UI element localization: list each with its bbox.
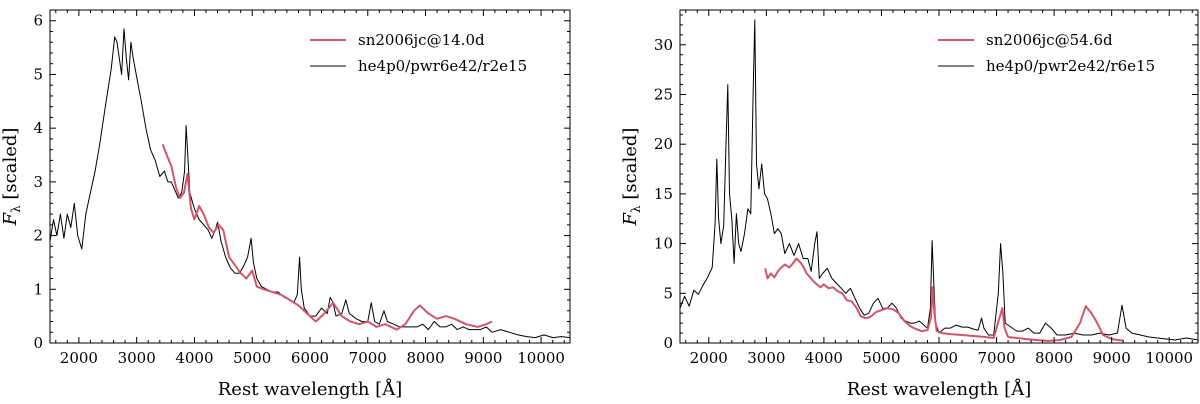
left-y-tick-label: 2: [33, 227, 43, 245]
left-y-axis-subscript: λ: [9, 205, 23, 213]
right-y-axis-subscript: λ: [629, 205, 643, 213]
left-y-tick-label: 3: [33, 173, 43, 191]
right-y-tick-label: 10: [654, 235, 673, 253]
right-x-tick-label: 8000: [1035, 349, 1073, 367]
right-legend-label-observed: sn2006jc@54.6d: [986, 31, 1113, 49]
left-y-axis-symbol: F: [0, 211, 21, 226]
left-x-tick-label: 7000: [349, 349, 387, 367]
right-y-axis-unit: [scaled]: [620, 128, 641, 206]
right-x-tick-label: 10000: [1145, 349, 1193, 367]
right-y-axis-title: Fλ [scaled]: [620, 128, 643, 227]
right-x-tick-label: 7000: [977, 349, 1015, 367]
left-y-tick-label: 6: [33, 12, 43, 30]
left-panel: 2000 3000 4000 5000 6000 7000 8000 9000 10000 0 1 2…: [0, 9, 571, 400]
right-y-tick-label: 25: [654, 85, 673, 103]
left-x-tick-label: 4000: [175, 349, 213, 367]
left-y-axis-unit: [scaled]: [0, 128, 21, 206]
left-y-tick-label: 4: [33, 119, 43, 137]
left-x-tick-label: 2000: [60, 349, 98, 367]
right-series-observed-line: [764, 257, 1124, 342]
left-legend-label-model: he4p0/pwr6e42/r2e15: [358, 57, 527, 75]
right-x-tick-label: 5000: [862, 349, 900, 367]
left-y-tick-label: 0: [33, 334, 43, 352]
left-x-axis-title: Rest wavelength [Å]: [218, 378, 402, 400]
right-y-tick-label: 0: [663, 334, 673, 352]
left-x-tick-label: 8000: [406, 349, 444, 367]
left-x-tick-label: 9000: [464, 349, 502, 367]
right-x-tick-label: 9000: [1093, 349, 1131, 367]
right-x-tick-label: 3000: [747, 349, 785, 367]
right-x-tick-label: 6000: [920, 349, 958, 367]
left-x-tick-label: 10000: [517, 349, 565, 367]
left-x-tick-label: 3000: [118, 349, 156, 367]
right-x-tick-label: 2000: [690, 349, 728, 367]
right-legend: sn2006jc@54.6d he4p0/pwr2e42/r6e15: [938, 31, 1155, 75]
right-y-axis-symbol: F: [620, 211, 641, 226]
left-y-tick-label: 5: [33, 65, 43, 83]
left-x-tick-label: 6000: [291, 349, 329, 367]
left-y-tick-label: 1: [33, 280, 43, 298]
right-panel: 2000 3000 4000 5000 6000 7000 8000 9000 10000 0 5 1…: [620, 9, 1199, 400]
right-y-tick-label: 30: [654, 36, 673, 54]
right-x-tick-label: 4000: [805, 349, 843, 367]
right-x-axis-title: Rest wavelength [Å]: [847, 378, 1031, 400]
right-y-tick-label: 5: [663, 284, 673, 302]
right-y-tick-label: 15: [654, 185, 673, 203]
right-y-tick-label: 20: [654, 135, 673, 153]
left-legend: sn2006jc@14.0d he4p0/pwr6e42/r2e15: [310, 31, 527, 75]
left-series-model-line: [50, 28, 570, 339]
left-legend-label-observed: sn2006jc@14.0d: [358, 31, 485, 49]
right-series-model-line: [680, 19, 1198, 341]
left-y-axis-title: Fλ [scaled]: [0, 128, 23, 227]
left-series-observed-line: [161, 143, 493, 331]
left-x-tick-label: 5000: [233, 349, 271, 367]
right-legend-label-model: he4p0/pwr2e42/r6e15: [986, 57, 1155, 75]
